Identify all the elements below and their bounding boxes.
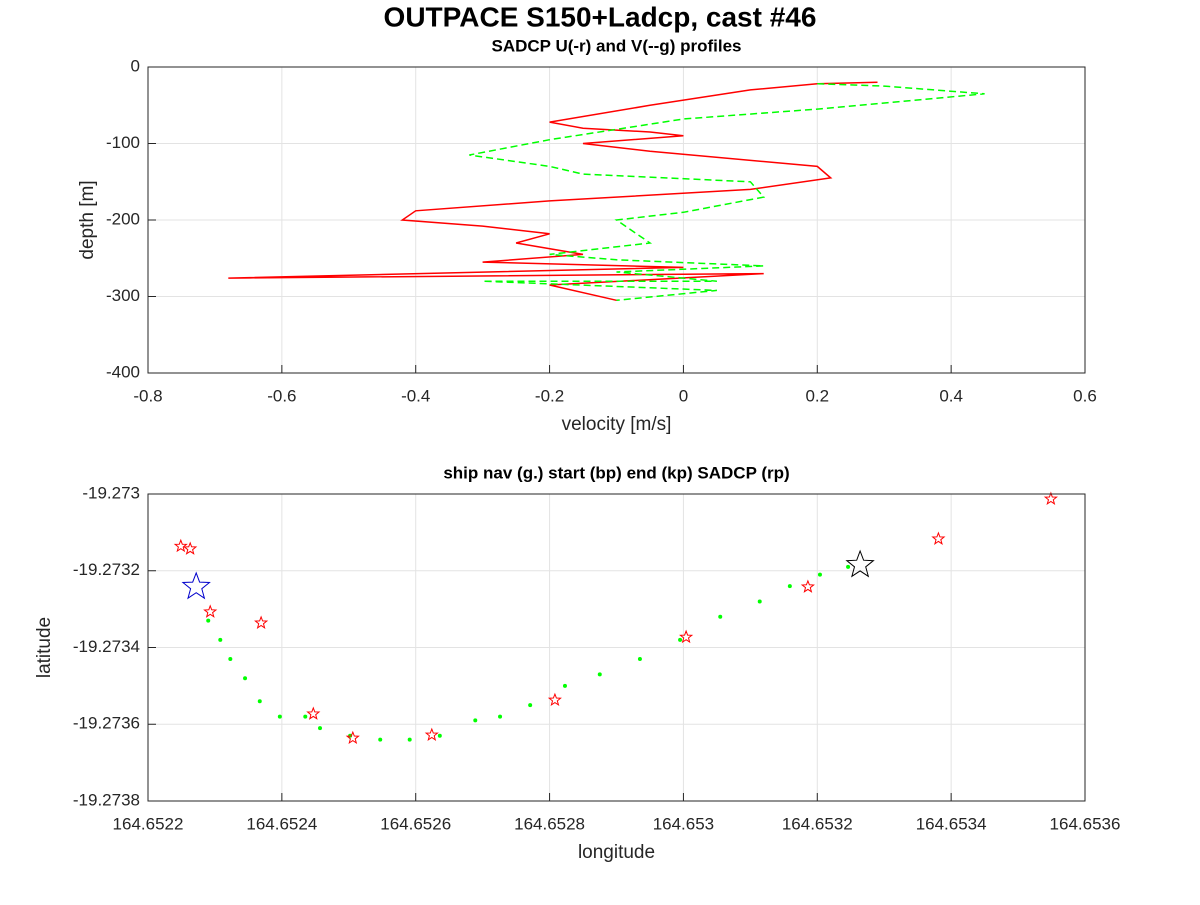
star-marker bbox=[845, 549, 875, 578]
x-tick-label: 0 bbox=[679, 386, 688, 405]
x-tick-label: 164.6536 bbox=[1050, 814, 1121, 833]
x-tick-label: -0.4 bbox=[401, 386, 430, 405]
y-tick-label: -400 bbox=[106, 362, 140, 381]
nav-point bbox=[757, 599, 762, 604]
x-tick-label: 164.6526 bbox=[380, 814, 451, 833]
star-marker bbox=[306, 706, 321, 720]
nav-point bbox=[718, 614, 723, 619]
y-tick-label: -19.273 bbox=[82, 483, 140, 502]
nav-point bbox=[846, 564, 851, 569]
nav-point bbox=[228, 657, 233, 662]
x-tick-label: 164.6532 bbox=[782, 814, 853, 833]
y-tick-label: -19.2734 bbox=[73, 637, 140, 656]
nav-point bbox=[437, 733, 442, 738]
chart-title: ship nav (g.) start (bp) end (kp) SADCP … bbox=[443, 463, 789, 482]
x-tick-label: 164.653 bbox=[653, 814, 714, 833]
nav-point bbox=[277, 714, 282, 719]
nav-point bbox=[787, 584, 792, 589]
data-layer bbox=[173, 491, 1058, 745]
axes-box bbox=[147, 493, 1086, 802]
y-tick-label: -19.2738 bbox=[73, 790, 140, 809]
y-tick-label: -100 bbox=[106, 133, 140, 152]
chart-title: SADCP U(-r) and V(--g) profiles bbox=[492, 36, 742, 55]
nav-point bbox=[678, 637, 683, 642]
nav-point bbox=[318, 726, 323, 731]
y-tick-label: 0 bbox=[131, 56, 140, 75]
star-marker bbox=[679, 629, 694, 644]
nav-point bbox=[206, 618, 211, 623]
data-layer bbox=[228, 81, 985, 302]
nav-point bbox=[597, 672, 602, 677]
profile-line bbox=[228, 81, 878, 302]
figure-title: OUTPACE S150+Ladcp, cast #46 bbox=[384, 1, 817, 32]
nav-point bbox=[528, 703, 533, 708]
x-tick-label: 0.6 bbox=[1073, 386, 1097, 405]
nav-point bbox=[562, 683, 567, 688]
x-axis-label: velocity [m/s] bbox=[562, 414, 672, 435]
x-tick-label: -0.2 bbox=[535, 386, 564, 405]
star-marker bbox=[424, 727, 439, 741]
x-tick-label: 164.6528 bbox=[514, 814, 585, 833]
star-marker bbox=[254, 615, 269, 629]
y-axis-label: latitude bbox=[34, 617, 55, 678]
x-tick-label: 0.4 bbox=[939, 386, 963, 405]
nav-point bbox=[407, 737, 412, 742]
nav-point bbox=[473, 718, 478, 723]
y-tick-label: -19.2732 bbox=[73, 560, 140, 579]
nav-point bbox=[218, 637, 223, 642]
star-marker bbox=[345, 730, 360, 745]
star-marker bbox=[547, 692, 562, 707]
star-marker bbox=[183, 541, 198, 555]
y-tick-label: -19.2736 bbox=[73, 714, 140, 733]
star-marker bbox=[1043, 491, 1058, 505]
nav-point bbox=[303, 714, 308, 719]
y-tick-label: -300 bbox=[106, 286, 140, 305]
x-tick-label: 164.6524 bbox=[246, 814, 317, 833]
star-marker bbox=[181, 571, 211, 600]
x-tick-label: -0.8 bbox=[133, 386, 162, 405]
y-tick-label: -200 bbox=[106, 209, 140, 228]
star-marker bbox=[173, 538, 188, 553]
nav-point bbox=[243, 676, 248, 681]
x-tick-label: 164.6534 bbox=[916, 814, 987, 833]
star-marker bbox=[203, 604, 218, 618]
nav-point bbox=[257, 699, 262, 704]
x-tick-label: -0.6 bbox=[267, 386, 296, 405]
star-marker bbox=[800, 579, 815, 593]
x-axis-label: longitude bbox=[578, 842, 655, 863]
star-marker bbox=[931, 531, 946, 545]
nav-point bbox=[378, 737, 383, 742]
nav-point bbox=[817, 572, 822, 577]
profile-line bbox=[469, 83, 985, 302]
y-axis-label: depth [m] bbox=[77, 180, 98, 259]
x-tick-label: 164.6522 bbox=[113, 814, 184, 833]
nav-point bbox=[637, 657, 642, 662]
nav-point bbox=[498, 714, 503, 719]
axes-box bbox=[147, 66, 1086, 374]
x-tick-label: 0.2 bbox=[805, 386, 829, 405]
